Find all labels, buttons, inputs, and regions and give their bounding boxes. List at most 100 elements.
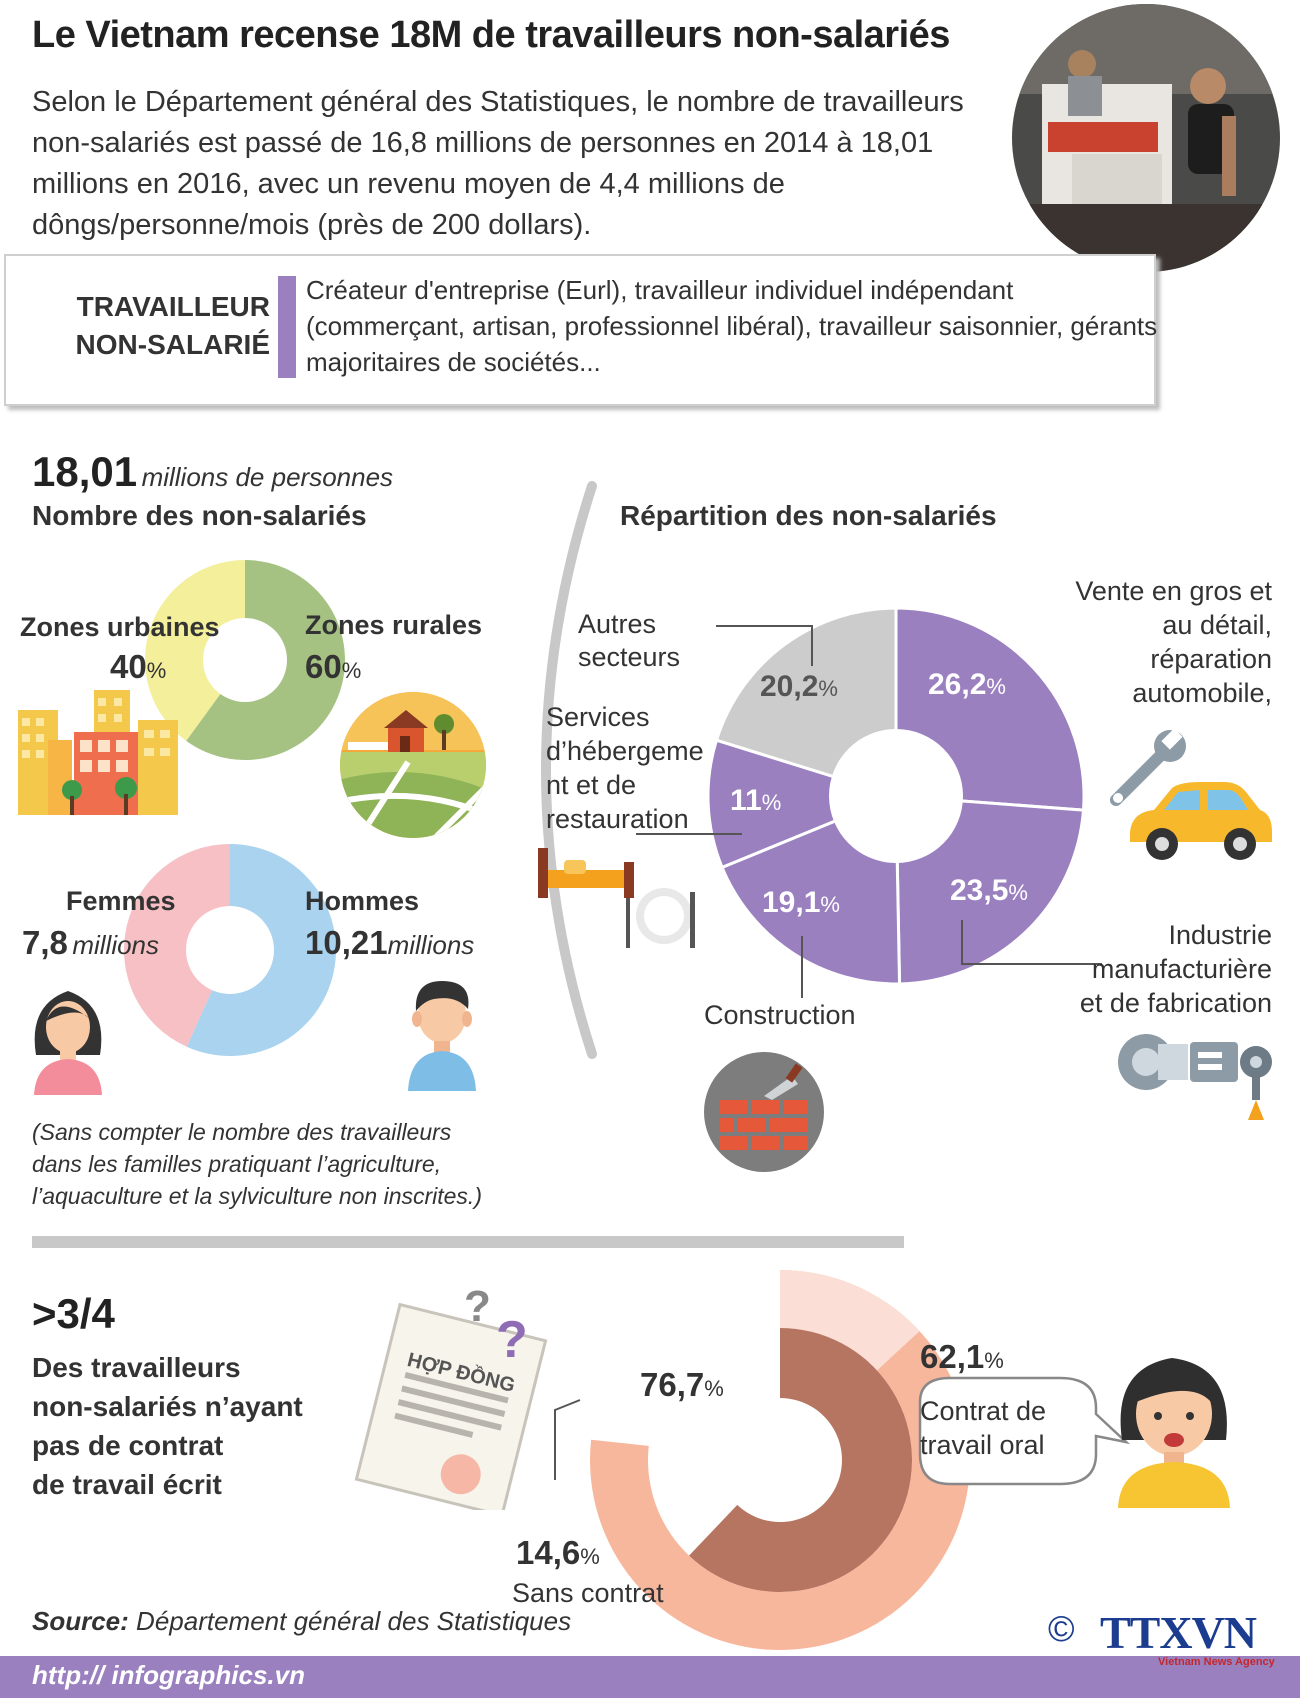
workers-photo [1012,4,1280,272]
contract-radial-chart [590,1270,970,1650]
segment-label-hospitality: 11% [730,784,781,818]
zone-rural-value: 60 [305,648,342,685]
sector-hosp-line3: nt et de [546,770,637,800]
men-count: 10,21millions [305,924,474,962]
sector-industry-label: Industrie manufacturière et de fabricati… [1040,918,1272,1020]
definition-term-line1: TRAVAILLEUR [76,291,270,322]
sector-ind-line3: et de fabrication [1079,988,1272,1018]
car-icon [1130,782,1272,860]
machine-icon [1118,1034,1272,1120]
no-contract-pct: 14,6% [516,1534,600,1572]
count-heading: Nombre des non-salariés [32,500,367,531]
percent-sign: % [580,1544,600,1569]
zone-rural-pct: 60% [305,648,361,686]
distribution-donut-hole [829,729,963,863]
segment-label-others: 20,2% [760,670,838,704]
question-mark-grey: ? [464,1282,491,1331]
percent-sign: % [984,1348,1004,1373]
segment-value-hospitality: 11 [730,784,762,817]
contract-description: Des travailleurs non-salariés n’ayant pa… [32,1348,303,1504]
sector-sales-line4: automobile, [1132,678,1272,708]
farm-icon [340,692,486,838]
intro-text: Selon le Département général des Statist… [32,86,964,241]
bed-dinner-icon [538,848,695,948]
segment-label-sales: 26,2% [928,668,1006,702]
brick-wall-icon [704,1052,824,1172]
ring-no-contract [780,1270,920,1371]
ttxvn-brand: TTXVN [1100,1607,1257,1658]
zones-donut-hole [203,618,287,702]
man-icon [408,981,476,1091]
oral-contract-line1: Contrat de [920,1396,1047,1426]
zone-rural-label: Zones rurales [305,610,483,640]
distribution-donut-chart [706,606,1086,986]
percent-sign: % [1008,880,1028,905]
total-unit: millions de personnes [141,462,394,492]
segment-value-construction: 19,1 [762,886,821,919]
definition-box [4,254,1156,406]
no-contract-value: 14,6 [516,1534,581,1571]
total-number: 18,01 [32,448,138,495]
segment-value-sales: 26,2 [928,668,987,701]
city-icon [18,690,178,815]
segment-value-industry: 23,5 [950,874,1009,907]
slice-gender-women [124,844,230,1047]
sector-hosp-line1: Services [546,702,650,732]
percent-sign: % [986,674,1006,699]
definition-text: Créateur d'entreprise (Eurl), travailleu… [306,275,1158,377]
percent-sign: % [146,658,167,683]
talking-woman-icon [1118,1358,1230,1508]
women-label: Femmes [66,886,176,916]
source-label: Source: [32,1606,129,1636]
zones-donut-chart [145,560,345,760]
gender-donut-chart [124,844,337,1056]
sector-others-line1: Autres [578,609,657,639]
definition-term: TRAVAILLEUR NON-SALARIÉ [56,288,270,364]
sector-sales-line1: Vente en gros et [1075,576,1272,606]
ttxvn-logo: © TTXVN Vietnam News Agency [1048,1606,1278,1676]
contract-total-value: 76,7 [640,1366,705,1403]
source-line: Source: Département général des Statisti… [32,1606,571,1637]
percent-sign: % [820,892,840,917]
source-text: Département général des Statistiques [136,1606,572,1636]
total-count: 18,01 millions de personnes [32,448,393,496]
percent-sign: % [704,1376,724,1401]
zone-urban-pct: 40% [110,648,166,686]
sector-hosp-line2: d’hébergeme [546,736,704,766]
sector-hosp-line4: restauration [546,804,689,834]
page-title: Le Vietnam recense 18M de travailleurs n… [32,14,950,56]
slice-hospitality [706,738,901,870]
speech-bubble [918,1376,1130,1486]
footer-bar [0,1656,1300,1698]
sector-sales-line2: au détail, [1162,610,1272,640]
segment-value-others: 20,2 [760,670,819,703]
sector-others-label: Autres secteurs [578,608,680,674]
sector-hospitality-label: Services d’hébergeme nt et de restaurati… [546,700,704,836]
contract-line3: pas de contrat [32,1430,224,1461]
question-mark-purple: ? [496,1311,528,1369]
ring-oral-contract [689,1328,912,1592]
section-curve-divider [541,481,597,1059]
woman-icon [34,991,102,1095]
sector-construction-label: Construction [704,1000,856,1030]
women-value: 7,8 [22,924,68,961]
contract-total-pct: 76,7% [640,1366,724,1404]
contract-line1: Des travailleurs [32,1352,241,1383]
sector-ind-line2: manufacturière [1091,954,1272,984]
zone-urban-label: Zones urbaines [20,612,220,642]
men-value: 10,21 [305,924,388,961]
section-divider [32,1236,904,1248]
footer-url[interactable]: http:// infographics.vn [32,1660,305,1690]
sector-sales-label: Vente en gros et au détail, réparation a… [1040,574,1272,710]
men-label: Hommes [305,886,420,916]
segment-label-construction: 19,1% [762,886,840,920]
sector-others-line2: secteurs [578,642,681,672]
segment-label-industry: 23,5% [950,874,1028,908]
definition-term-line2: NON-SALARIÉ [75,329,270,360]
wrench-icon [1110,728,1186,806]
sector-sales-line3: réparation [1150,644,1272,674]
women-unit: millions [72,930,160,960]
slice-zones-urban [145,560,245,741]
oral-contract-label: Contrat de travail oral [920,1394,1046,1462]
percent-sign: % [818,676,838,701]
